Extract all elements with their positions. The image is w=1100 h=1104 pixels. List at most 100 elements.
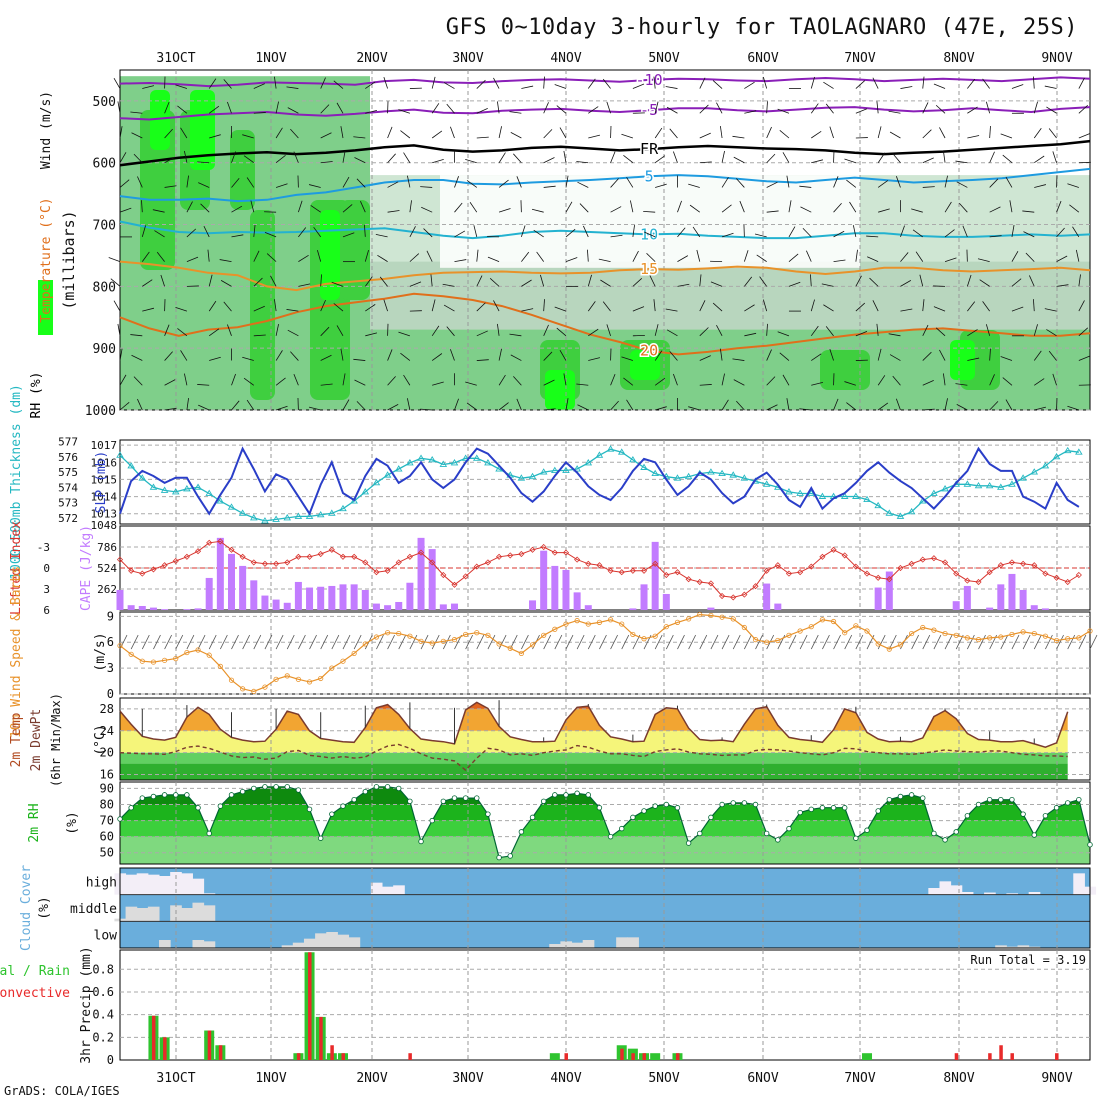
rh-point <box>173 793 178 798</box>
cape-bar <box>161 609 168 610</box>
precip-tick-label: 0.4 <box>92 1008 114 1022</box>
cloud-background <box>120 868 1090 948</box>
rh-point <box>631 815 636 820</box>
rh-point <box>385 785 390 790</box>
temp-band <box>120 753 1090 764</box>
rh-point <box>1010 797 1015 802</box>
rh-point <box>352 797 357 802</box>
cape-bar <box>328 586 335 610</box>
wind-speed-line <box>120 615 1090 692</box>
x-date-label-top: 7NOV <box>844 51 875 66</box>
x-date-label-bottom: 1NOV <box>255 1071 286 1086</box>
x-date-label-bottom: 31OCT <box>156 1071 195 1086</box>
rh-point <box>1043 813 1048 818</box>
wind-barb <box>404 153 410 163</box>
wind-barb <box>555 84 566 88</box>
cape-bar <box>574 592 581 610</box>
wind-barb <box>811 131 821 138</box>
cloud-low-bar <box>572 943 584 948</box>
cape-bar <box>273 600 280 610</box>
x-date-label-bottom: 5NOV <box>648 1071 679 1086</box>
rh-point <box>162 793 167 798</box>
rh-shade-moist <box>230 130 255 210</box>
rh-axis-label: 2m RH <box>27 803 42 842</box>
cape-bar <box>206 578 213 610</box>
rh-point <box>776 838 781 843</box>
cape-bar <box>953 601 960 610</box>
rh-point <box>898 794 903 799</box>
cloud-middle-bar <box>148 907 160 922</box>
rh-point <box>207 831 212 836</box>
rh-point <box>653 804 658 809</box>
surface-wind-barb <box>756 635 763 649</box>
pressure-tick-label: 1000 <box>85 404 116 419</box>
x-date-label-top: 6NOV <box>747 51 778 66</box>
rh-point <box>943 838 948 843</box>
cape-bar <box>128 605 135 610</box>
cloud-level-label: middle <box>70 902 117 917</box>
precip-convective-label: Convective <box>0 986 70 1001</box>
rh-point <box>1065 801 1070 806</box>
x-date-label-bottom: 7NOV <box>844 1071 875 1086</box>
rh-point <box>185 793 190 798</box>
cape-bar <box>875 588 882 610</box>
pressure-tick-label: 900 <box>93 342 116 357</box>
wind-barb <box>432 77 435 89</box>
rh-point <box>307 807 312 812</box>
rh-tick-label: 80 <box>100 798 114 812</box>
thickness-line <box>120 449 1079 521</box>
precip-convective-bar <box>999 1045 1003 1060</box>
precip-tick-label: 0.2 <box>92 1030 114 1044</box>
cloud-low-bar <box>549 944 561 948</box>
rh-shade-moist <box>340 200 370 300</box>
precip-total-bar <box>550 1053 560 1060</box>
wind-barb <box>990 152 995 163</box>
rh-point <box>597 805 602 810</box>
precip-convective-bar <box>163 1037 167 1060</box>
pressure-tick-label: 700 <box>93 219 116 234</box>
rh-point <box>541 799 546 804</box>
rh-point <box>374 785 379 790</box>
rh-point <box>642 809 647 814</box>
rh-point <box>920 796 925 801</box>
wind-barb <box>986 102 989 114</box>
cape-bar <box>284 603 291 610</box>
rh-point <box>263 785 268 790</box>
x-date-label-top: 2NOV <box>356 51 387 66</box>
temp-axis-label: 2m Temp <box>9 712 24 767</box>
wind-tick-label: 9 <box>107 609 114 623</box>
wind-barb <box>509 112 521 114</box>
precip-convective-bar <box>676 1053 680 1060</box>
cloud-high-bar <box>939 881 951 894</box>
wind-side-label: Wind (m/s) <box>39 91 54 169</box>
precip-tick-label: 0.8 <box>92 962 114 976</box>
rh-point <box>452 796 457 801</box>
wind-barb <box>673 151 677 162</box>
wind-barb <box>621 134 632 138</box>
wind-barb <box>830 127 834 138</box>
slp-axis-label: SLP (mb) <box>94 451 109 514</box>
surface-wind-barb <box>1090 635 1097 649</box>
wind-barb <box>732 136 744 138</box>
rh-point <box>932 831 937 836</box>
isotherm-label: -5 <box>640 101 658 119</box>
wind-barb <box>384 77 388 88</box>
rh-point <box>720 802 725 807</box>
wind-barb <box>923 158 934 163</box>
precip-total-bar <box>650 1053 660 1060</box>
x-date-label-top: 5NOV <box>648 51 679 66</box>
thickness-tick-label: 575 <box>58 466 78 479</box>
rh-point <box>341 804 346 809</box>
wind-barb <box>544 102 549 113</box>
temp-band <box>120 764 1090 780</box>
wind-barb <box>499 153 505 163</box>
panel-corner-label: 1048 <box>91 519 118 532</box>
rh-point <box>987 797 992 802</box>
cloud-middle-bar <box>137 908 149 921</box>
wind-barb <box>388 154 396 163</box>
x-date-label-bottom: 6NOV <box>747 1071 778 1086</box>
rh-point <box>1021 812 1026 817</box>
rh-point <box>296 788 301 793</box>
wind-barb <box>722 151 724 163</box>
